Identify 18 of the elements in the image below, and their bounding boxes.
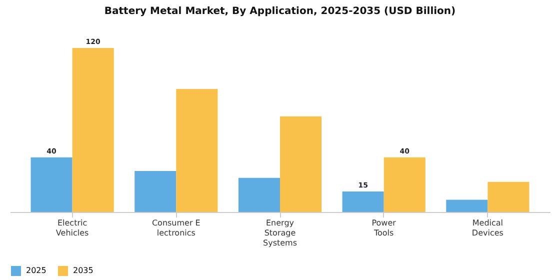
x-tick-label: Medical Devices xyxy=(472,218,504,238)
legend-label: 2025 xyxy=(26,266,46,275)
x-tick-label: Consumer E lectronics xyxy=(152,218,200,238)
x-tick-label: Electric Vehicles xyxy=(56,218,89,238)
bar xyxy=(176,89,218,212)
bar xyxy=(446,200,488,212)
x-tick-label: Power Tools xyxy=(372,218,397,238)
bar xyxy=(30,157,72,212)
bar xyxy=(280,116,322,212)
bar xyxy=(238,178,280,212)
bar xyxy=(134,171,176,212)
bar xyxy=(72,48,114,212)
x-tick-label: Energy Storage Systems xyxy=(263,218,297,248)
chart-title: Battery Metal Market, By Application, 2025-2035 (USD Billion) xyxy=(104,6,456,17)
bar xyxy=(342,192,384,212)
bar xyxy=(384,157,426,212)
bar xyxy=(488,182,530,212)
legend-label: 2035 xyxy=(73,266,94,275)
